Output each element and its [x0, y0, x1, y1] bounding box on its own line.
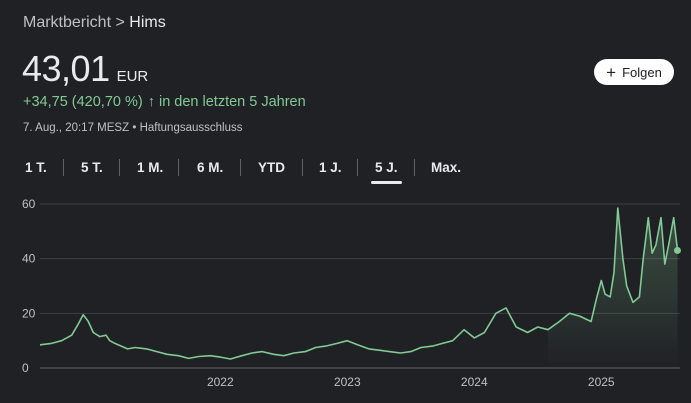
y-tick-label: 20: [22, 306, 36, 320]
x-tick-label: 2024: [461, 375, 488, 389]
current-price-dot: [673, 246, 681, 254]
arrow-up-icon: ↑: [147, 94, 155, 110]
tab-1-day[interactable]: 1 T.: [25, 159, 47, 175]
tab-6-months[interactable]: 6 M.: [197, 159, 224, 175]
tab-separator: [178, 159, 179, 176]
price-change: +34,75 (420,70 %) ↑ in den letzten 5 Jah…: [23, 94, 306, 110]
quote-meta: 7. Aug., 20:17 MESZ • Haftungsausschluss: [23, 122, 242, 134]
tab-separator: [119, 159, 120, 176]
tab-1-year[interactable]: 1 J.: [319, 159, 342, 175]
quote-timestamp: 7. Aug., 20:17 MESZ: [23, 122, 130, 134]
breadcrumb-current: Hims: [129, 14, 166, 31]
y-tick-label: 0: [22, 361, 29, 375]
tab-separator: [63, 159, 64, 176]
tab-separator: [240, 159, 241, 176]
range-tabs: 1 T. 5 T. 1 M. 6 M. YTD 1 J. 5 J. Max.: [0, 153, 480, 184]
tab-separator: [302, 159, 303, 176]
y-tick-label: 40: [22, 252, 36, 266]
follow-button-label: Folgen: [622, 64, 662, 80]
x-tick-label: 2022: [207, 375, 234, 389]
current-price: 43,01: [22, 48, 110, 89]
follow-button[interactable]: + Folgen: [594, 59, 674, 85]
meta-dot: •: [132, 122, 140, 134]
tab-5-days[interactable]: 5 T.: [81, 159, 103, 175]
x-tick-label: 2023: [334, 375, 361, 389]
price-currency: EUR: [116, 68, 149, 85]
tab-1-month[interactable]: 1 M.: [137, 159, 164, 175]
change-period: in den letzten 5 Jahren: [158, 94, 306, 110]
price-block: 43,01 EUR: [22, 48, 148, 90]
tab-separator: [414, 159, 415, 176]
price-chart[interactable]: 0 20 40 60 2022 2023 2024 2025: [0, 190, 691, 403]
change-value: +34,75 (420,70 %): [23, 94, 143, 110]
disclaimer-link[interactable]: Haftungsausschluss: [139, 122, 243, 134]
tab-ytd[interactable]: YTD: [258, 159, 285, 175]
tab-max[interactable]: Max.: [431, 159, 462, 175]
breadcrumb: Marktbericht > Hims: [23, 14, 166, 32]
tab-separator: [357, 159, 358, 176]
price-line: [39, 207, 679, 360]
breadcrumb-parent-link[interactable]: Marktbericht: [23, 14, 112, 31]
tab-5-years[interactable]: 5 J.: [371, 153, 401, 184]
y-tick-label: 60: [22, 197, 36, 211]
breadcrumb-separator: >: [111, 14, 130, 31]
plus-icon: +: [606, 62, 617, 82]
x-tick-label: 2025: [588, 375, 615, 389]
